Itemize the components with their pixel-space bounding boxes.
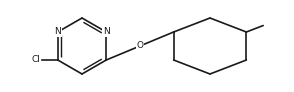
- Text: N: N: [54, 28, 61, 37]
- Text: N: N: [103, 28, 110, 37]
- Text: O: O: [136, 41, 143, 51]
- Text: Cl: Cl: [32, 55, 41, 64]
